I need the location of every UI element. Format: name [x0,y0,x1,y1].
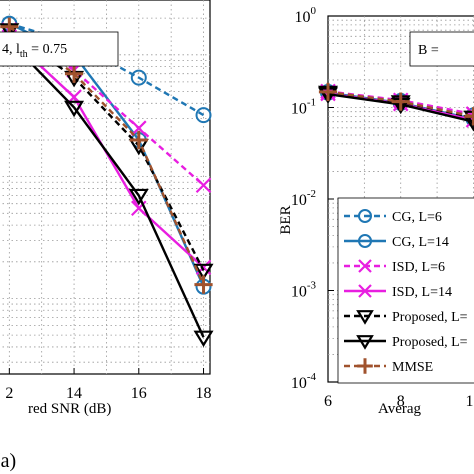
x-tick-label: 8 [397,393,405,410]
legend-swatch-marker [357,358,373,374]
left-point-isd-l-6 [195,177,212,194]
legend-entry-label: ISD, L=14 [392,285,452,300]
right-x-axis-label: Averag [378,401,422,417]
legend-entry-label: Proposed, L= [392,335,468,350]
left-series-line-proposed-l-14 [8,40,205,338]
right-y-axis-label: BER [278,205,294,234]
right-point-mmse [391,92,410,111]
legend: CG, L=6 CG, L=14 ISD, L=6 ISD, L=14 Proposed… [337,197,474,384]
panel-label: (a) [0,450,16,472]
left-point-cg-l-6 [195,107,212,124]
right-series [317,82,474,132]
legend-swatch-marker [358,284,372,298]
x-tick-label: 2 [5,385,13,402]
legend-entry-label: ISD, L=6 [392,260,445,275]
right-axis-ticks: 6 8 10 100 10-1 10-2 10-3 10-4 [291,5,474,410]
right-point-mmse [318,82,338,102]
legend-entry-label: Proposed, L= [392,310,468,325]
legend-swatch-marker [356,335,374,350]
x-tick-label: 10 [465,393,474,410]
right-annotation-box [409,31,474,67]
left-annotation-box [0,31,119,67]
left-point-proposed-l-14 [64,100,85,118]
right-point-mmse [464,107,474,126]
left-series-line-mmse [8,25,205,286]
left-point-proposed-l-6 [193,263,214,281]
right-annotation: B = [418,43,439,58]
left-x-ticks: 2 14 16 18 [5,368,212,402]
y-tick-label: 10-3 [291,280,317,301]
left-point-mmse [194,275,213,294]
left-annotation: 4, lth = 0.75 [2,42,67,60]
y-tick-label: 10-2 [291,188,316,209]
left-panel: 2 14 16 18 4, lth = 0.75 red SNR (dB) (a) [0,0,214,472]
y-tick-label: 10-4 [291,371,317,392]
x-tick-label: 18 [196,385,212,402]
legend-entry-label: CG, L=6 [392,210,442,225]
legend-entry-label: CG, L=14 [392,235,449,250]
legend-swatch-marker [358,209,372,223]
x-tick-label: 14 [66,385,82,402]
x-tick-label: 6 [324,393,332,410]
left-point-proposed-l-14 [193,330,214,348]
y-tick-label: 100 [295,5,317,26]
legend-swatch-marker [356,310,374,325]
left-point-mmse [64,64,84,83]
x-tick-label: 16 [131,385,147,402]
left-plot-frame [0,0,211,375]
legend-swatch-marker [358,234,372,248]
right-panel: 681010010-110-210-310-4 B = CG, L=6CG, L… [278,5,474,417]
left-point-isd-l-6 [131,120,147,136]
legend-swatch-marker [358,259,372,273]
left-point-mmse [129,130,148,150]
y-tick-label: 10-1 [291,97,316,118]
left-point-cg-l-6 [130,69,147,86]
legend-entry-label: MMSE [392,360,433,375]
left-x-axis-label: red SNR (dB) [28,401,111,417]
left-point-proposed-l-14 [128,188,149,206]
